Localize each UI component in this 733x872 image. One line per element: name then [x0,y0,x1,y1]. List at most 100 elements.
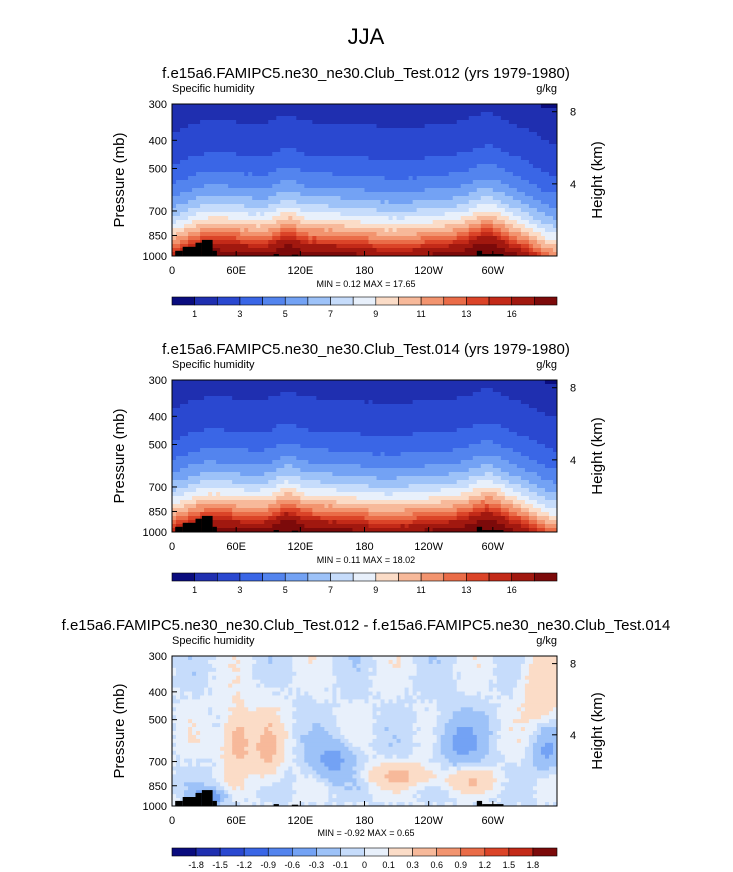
colorbar-box [194,572,218,582]
colorbar-box [420,572,445,582]
y2tick-label: 4 [570,179,576,191]
panels: f.e15a6.FAMIPC5.ne30_ne30.Club_Test.012 … [62,65,671,870]
colorbar-label: 9 [373,309,378,319]
colorbar-box [171,847,197,857]
colorbar-label: 1.2 [479,860,492,870]
colorbar-label: 7 [328,309,333,319]
colorbar-label: 1.8 [527,860,540,870]
colorbar-box [388,847,413,857]
ytick-label: 850 [149,230,167,242]
field-label: Specific humidity [172,635,255,647]
colorbar-box [171,296,195,306]
colorbar-box [194,296,218,306]
colorbar-label: 0.1 [382,860,395,870]
colorbar-label: 5 [283,585,288,595]
ytick-label: 400 [149,411,167,423]
colorbar-box [262,572,286,582]
units-label: g/kg [536,359,557,371]
y2tick-label: 8 [570,659,576,671]
units-label: g/kg [536,83,557,95]
colorbar-label: -0.9 [261,860,277,870]
ytick-label: 500 [149,163,167,175]
colorbar-box [420,296,445,306]
xtick-label: 60E [226,541,246,553]
field-label: Specific humidity [172,83,255,95]
stats-label: MIN = -0.92 MAX = 0.65 [317,828,414,838]
xtick-label: 0 [169,815,175,827]
colorbar-label: -0.1 [333,860,349,870]
colorbar-box [398,296,422,306]
ylabel: Pressure (mb) [111,683,128,778]
colorbar-box [292,847,317,857]
colorbar-box [443,572,467,582]
colorbar-label: 7 [328,585,333,595]
panel-title: f.e15a6.FAMIPC5.ne30_ne30.Club_Test.012 … [162,65,570,82]
ytick-label: 1000 [143,801,167,813]
colorbar-box [460,847,486,857]
ytick-label: 300 [149,99,167,111]
colorbar-box [243,847,269,857]
colorbar-label: 1.5 [503,860,516,870]
stats-label: MIN = 0.12 MAX = 17.65 [316,279,415,289]
field-plot [172,380,557,532]
colorbar-box [216,296,241,306]
ytick-label: 400 [149,687,167,699]
colorbar-box [364,847,389,857]
y2tick-label: 8 [570,107,576,119]
ytick-label: 500 [149,439,167,451]
xtick-label: 60W [482,815,505,827]
colorbar-box [534,572,558,582]
field-label: Specific humidity [172,359,255,371]
colorbar-box [330,296,354,306]
colorbar-box [508,847,534,857]
ytick-label: 300 [149,651,167,663]
colorbar-box [262,296,286,306]
colorbar-box [239,296,263,306]
panel-p2: f.e15a6.FAMIPC5.ne30_ne30.Club_Test.014 … [111,341,606,595]
y2label: Height (km) [589,692,606,770]
colorbar-box [484,847,510,857]
colorbar-box [307,572,331,582]
colorbar-label: 0.6 [430,860,443,870]
ytick-label: 400 [149,135,167,147]
xtick-label: 0 [169,265,175,277]
colorbar-box [466,572,490,582]
panel-p3: f.e15a6.FAMIPC5.ne30_ne30.Club_Test.012 … [62,617,671,870]
colorbar: -1.8 -1.5 -1.2 -0.9 -0.6 -0.3 -0.1 0 0.1 0.3 0.6 0.… [171,847,558,870]
ytick-label: 700 [149,482,167,494]
colorbar-box [307,296,331,306]
colorbar-label: 0 [362,860,367,870]
colorbar-label: 1 [192,309,197,319]
colorbar-label: -0.3 [309,860,325,870]
colorbar-box [330,572,354,582]
y2label: Height (km) [589,141,606,219]
colorbar-label: 16 [507,309,517,319]
colorbar-label: -1.2 [236,860,252,870]
colorbar-label: 0.3 [406,860,419,870]
colorbar-box [216,572,241,582]
colorbar-box [239,572,263,582]
xtick-label: 120E [287,541,313,553]
colorbar-box [534,296,558,306]
colorbar-box [398,572,422,582]
colorbar-box [412,847,437,857]
colorbar-label: 13 [461,309,471,319]
colorbar-box [352,572,377,582]
xtick-label: 60W [482,265,505,277]
xtick-label: 120W [414,541,443,553]
stats-label: MIN = 0.11 MAX = 18.02 [317,555,415,565]
colorbar-label: -1.8 [188,860,204,870]
colorbar-box [267,847,293,857]
xtick-label: 60W [482,541,505,553]
xtick-label: 180 [355,265,373,277]
xtick-label: 120W [414,265,443,277]
xtick-label: 180 [355,541,373,553]
units-label: g/kg [536,635,557,647]
panel-title: f.e15a6.FAMIPC5.ne30_ne30.Club_Test.012 … [62,617,671,634]
colorbar-box [488,572,513,582]
xtick-label: 120W [414,815,443,827]
colorbar-label: 13 [461,585,471,595]
colorbar-label: 5 [283,309,288,319]
colorbar-box [171,572,195,582]
y2label: Height (km) [589,417,606,495]
